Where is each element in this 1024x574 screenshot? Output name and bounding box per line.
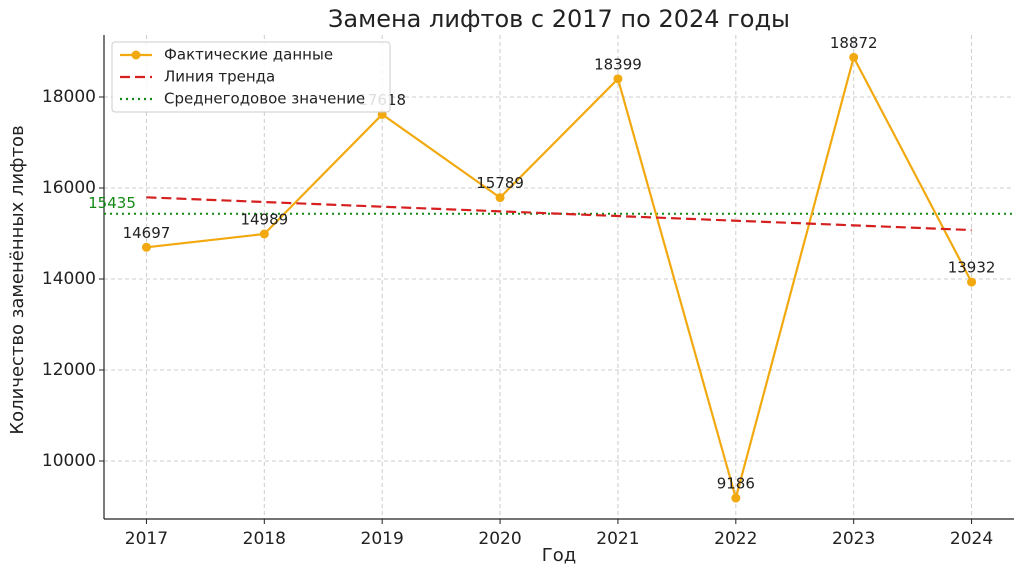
x-tick-label: 2024 [950, 529, 993, 549]
y-tick-label: 14000 [42, 269, 96, 289]
data-label: 14989 [240, 211, 288, 229]
data-label: 15789 [476, 174, 524, 192]
x-tick-label: 2022 [714, 529, 757, 549]
data-point [731, 493, 741, 503]
data-point [259, 229, 269, 239]
data-label: 14697 [123, 224, 171, 242]
x-tick-label: 2018 [243, 529, 286, 549]
x-tick-label: 2021 [596, 529, 639, 549]
legend-marker [131, 50, 141, 60]
x-tick-label: 2020 [478, 529, 521, 549]
y-tick-label: 10000 [42, 451, 96, 471]
y-axis-label: Количество заменённых лифтов [7, 125, 28, 434]
data-point [613, 74, 623, 84]
data-point [849, 52, 859, 62]
series-line [146, 54, 973, 503]
chart-title: Замена лифтов с 2017 по 2024 годы [328, 5, 790, 33]
data-label: 13932 [948, 259, 996, 277]
y-tick-label: 16000 [42, 178, 96, 198]
y-tick-label: 18000 [42, 87, 96, 107]
data-label: 18399 [594, 55, 642, 73]
y-tick-label: 12000 [42, 360, 96, 380]
legend-label: Фактические данные [164, 46, 333, 64]
legend-label: Среднегодовое значение [164, 90, 365, 108]
legend-box [111, 41, 391, 113]
x-tick-label: 2019 [361, 529, 404, 549]
average-label: 15435 [88, 194, 136, 212]
data-label: 18872 [830, 34, 878, 52]
data-label: 9186 [717, 475, 755, 493]
legend-label: Линия тренда [164, 68, 275, 86]
data-point [967, 277, 977, 287]
x-axis-label: Год [542, 545, 576, 566]
data-point [141, 242, 151, 252]
series-line [146, 196, 972, 232]
x-tick-label: 2023 [832, 529, 875, 549]
x-tick-label: 2017 [125, 529, 168, 549]
data-point [495, 193, 505, 203]
